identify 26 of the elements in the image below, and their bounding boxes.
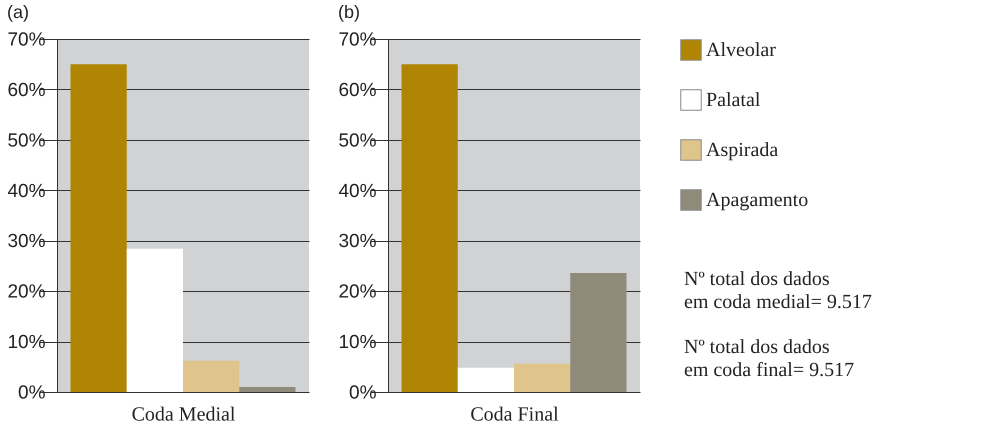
y-tick-label: 0% <box>349 382 377 404</box>
chart-title: (b) <box>338 2 360 22</box>
y-tick-label: 30% <box>338 231 377 252</box>
y-tick-label: 40% <box>7 180 46 202</box>
y-tick-label: 0% <box>18 382 46 404</box>
y-tick-label: 70% <box>338 30 377 50</box>
chart-title: (a) <box>6 2 29 22</box>
y-tick-label: 50% <box>7 130 46 152</box>
x-axis-title: Coda Final <box>470 404 560 426</box>
y-tick-label: 60% <box>7 80 46 101</box>
y-tick-label: 20% <box>7 282 46 303</box>
y-tick-label: 50% <box>338 130 377 152</box>
y-tick-label: 10% <box>7 332 46 354</box>
y-tick-label: 20% <box>338 282 377 303</box>
y-tick-label: 40% <box>338 180 377 202</box>
legend-label: Alveolar <box>706 39 776 61</box>
text: Nº total dos dados em coda final= 9.517 <box>684 336 854 381</box>
y-tick-label: 70% <box>7 30 46 50</box>
y-tick-label: 10% <box>338 332 377 354</box>
text: Nº total dos dados em coda medial= 9.517 <box>684 268 872 313</box>
x-axis-title: Coda Medial <box>132 404 236 426</box>
legend-label: Apagamento <box>706 189 808 211</box>
y-tick-label: 60% <box>338 80 377 101</box>
y-tick-label: 30% <box>7 231 46 252</box>
legend-label: Palatal <box>706 89 761 111</box>
legend-label: Aspirada <box>706 139 778 161</box>
